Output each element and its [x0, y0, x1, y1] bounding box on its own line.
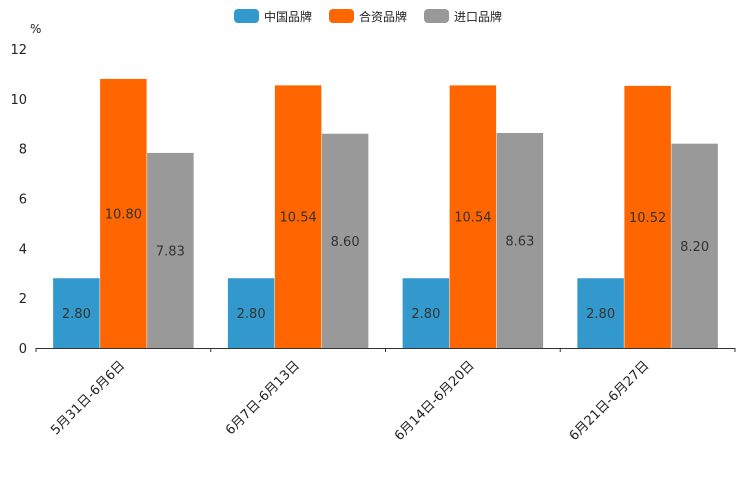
- y-axis-unit-label: %: [30, 22, 41, 36]
- legend-label: 中国品牌: [264, 9, 312, 24]
- legend-swatch: [329, 9, 354, 23]
- x-tick-label: 6月7日-6月13日: [223, 358, 303, 438]
- data-label: 2.80: [411, 307, 440, 322]
- x-axis: 5月31日-6月6日 6月7日-6月13日 6月14日-6月20日 6月21日-6月2…: [35, 348, 736, 444]
- data-label: 8.63: [505, 234, 534, 249]
- x-tick-label: 6月14日-6月20日: [392, 358, 478, 444]
- y-tick-label: 0: [19, 342, 27, 357]
- bar: [321, 133, 369, 348]
- legend-label: 进口品牌: [454, 10, 502, 24]
- bar: [100, 78, 147, 349]
- data-label: 10.54: [280, 211, 317, 226]
- data-label: 2.80: [62, 307, 91, 322]
- legend-swatch: [234, 9, 259, 23]
- data-label: 8.60: [331, 235, 360, 250]
- x-tick-label: 6月21日-6月27日: [567, 358, 653, 444]
- bar: [53, 278, 100, 348]
- y-tick-label: 2: [19, 292, 27, 307]
- y-tick-label: 10: [10, 93, 27, 108]
- y-tick-label: 6: [19, 193, 27, 208]
- bar: [402, 278, 450, 348]
- bar: [671, 143, 718, 348]
- legend: 中国品牌 合资品牌 进口品牌: [234, 9, 502, 24]
- data-label: 2.80: [586, 307, 615, 322]
- legend-item: 进口品牌: [424, 9, 502, 24]
- bar: [624, 85, 671, 349]
- data-label: 10.54: [454, 211, 491, 226]
- bars: 2.80 10.80 7.83 2.80 10.54 8.60 2.80 10.54 8.63 2…: [53, 78, 718, 349]
- bar: [274, 85, 322, 349]
- data-label: 10.80: [105, 207, 142, 222]
- data-label: 7.83: [156, 244, 185, 259]
- legend-swatch: [424, 9, 449, 23]
- y-axis: 0 2 4 6 8 10 12: [10, 43, 27, 357]
- bar: [577, 278, 624, 348]
- data-label: 2.80: [237, 307, 266, 322]
- data-label: 8.20: [680, 240, 709, 255]
- y-tick-label: 8: [19, 143, 27, 158]
- y-tick-label: 12: [10, 43, 27, 58]
- bar: [449, 85, 497, 349]
- y-tick-label: 4: [19, 242, 27, 257]
- legend-label: 合资品牌: [359, 9, 407, 24]
- bar: [496, 132, 544, 348]
- legend-item: 合资品牌: [329, 9, 407, 24]
- bar: [147, 152, 194, 348]
- bar: [227, 278, 275, 348]
- data-label: 10.52: [629, 211, 666, 226]
- legend-item: 中国品牌: [234, 9, 312, 24]
- x-tick-label: 5月31日-6月6日: [48, 358, 128, 438]
